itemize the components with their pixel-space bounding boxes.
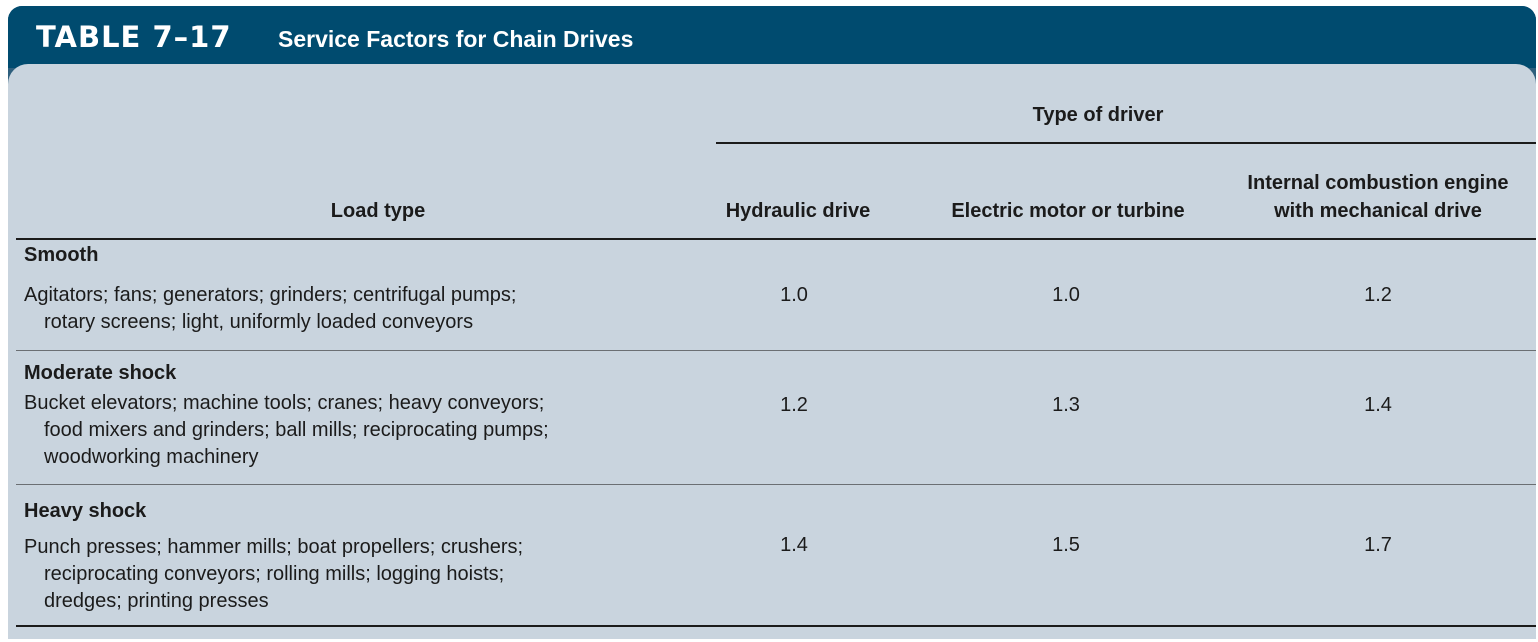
table-title: Service Factors for Chain Drives [278, 26, 634, 52]
row-description-line: dredges; printing presses [44, 590, 269, 612]
row-description-line: Punch presses; hammer mills; boat propel… [24, 536, 524, 558]
row-divider [16, 350, 1536, 351]
row-description-line: Bucket elevators; machine tools; cranes;… [24, 392, 545, 414]
row-description-line: reciprocating conveyors; rolling mills; … [44, 563, 505, 585]
cell-hydraulic-drive: 1.0 [780, 284, 808, 306]
row-category: Heavy shock [24, 500, 147, 522]
cell-internal-combustion: 1.7 [1364, 534, 1392, 556]
table-bottom-rule [16, 625, 1536, 627]
row-description-line: Agitators; fans; generators; grinders; c… [24, 284, 517, 306]
row-description-line: woodworking machinery [44, 446, 259, 468]
column-header-ice-line2: with mechanical drive [1274, 200, 1482, 222]
cell-internal-combustion: 1.4 [1364, 394, 1392, 416]
column-header-electric-motor: Electric motor or turbine [951, 200, 1185, 222]
table-header-bar: TABLE 7–17 Service Factors for Chain Dri… [8, 6, 1536, 68]
cell-electric-motor: 1.3 [1052, 394, 1080, 416]
cell-internal-combustion: 1.2 [1364, 284, 1392, 306]
row-category: Smooth [24, 244, 99, 266]
column-header-load-type: Load type [330, 200, 426, 222]
group-header-rule [716, 142, 1536, 144]
group-header-type-of-driver: Type of driver [1032, 104, 1164, 126]
column-header-hydraulic-drive: Hydraulic drive [725, 200, 871, 222]
table-number: TABLE 7–17 [36, 20, 232, 54]
table-body: Type of driver Load type Hydraulic drive… [8, 64, 1536, 639]
cell-electric-motor: 1.5 [1052, 534, 1080, 556]
row-description-line: food mixers and grinders; ball mills; re… [44, 419, 549, 441]
cell-hydraulic-drive: 1.4 [780, 534, 808, 556]
row-category: Moderate shock [24, 362, 177, 384]
row-divider [16, 484, 1536, 485]
column-header-ice-line1: Internal combustion engine [1247, 172, 1509, 194]
row-description-line: rotary screens; light, uniformly loaded … [44, 311, 474, 333]
column-header-rule [16, 238, 1536, 240]
cell-hydraulic-drive: 1.2 [780, 394, 808, 416]
cell-electric-motor: 1.0 [1052, 284, 1080, 306]
